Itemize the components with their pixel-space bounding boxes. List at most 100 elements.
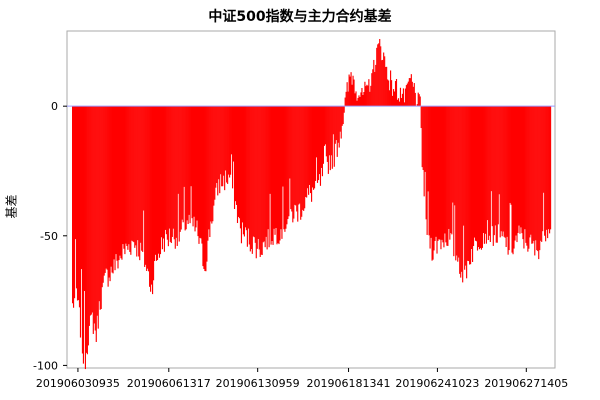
bar	[335, 106, 337, 141]
bar	[165, 106, 167, 235]
bar	[233, 106, 236, 209]
bar	[320, 106, 323, 168]
bar	[524, 106, 526, 230]
bar	[127, 106, 129, 250]
bar	[329, 106, 331, 171]
bar	[203, 106, 205, 269]
bar	[153, 106, 156, 262]
bar	[94, 106, 96, 331]
bar	[266, 106, 268, 250]
bar	[90, 106, 92, 315]
bar	[414, 92, 416, 107]
bar	[343, 106, 345, 113]
y-tick-label: -50	[40, 230, 58, 243]
bar	[245, 106, 247, 231]
bar	[102, 106, 104, 283]
bar	[471, 106, 474, 262]
bar	[307, 106, 309, 189]
bar	[168, 106, 170, 229]
x-tick-label: 201906130959	[216, 377, 300, 390]
bar	[195, 106, 197, 228]
bar	[148, 106, 150, 272]
bar	[287, 106, 289, 220]
bar	[475, 106, 478, 242]
bar	[429, 106, 431, 249]
chart-title: 中证500指数与主力合约基差	[208, 9, 392, 25]
bar	[180, 106, 182, 230]
bar	[402, 88, 404, 107]
bar	[492, 106, 494, 246]
bar	[155, 106, 158, 261]
bar	[179, 106, 181, 232]
bar	[87, 106, 89, 346]
bar	[261, 106, 263, 255]
bar	[510, 106, 512, 205]
bar	[311, 106, 313, 202]
bar	[167, 106, 169, 247]
x-tick-label: 201906030935	[36, 377, 120, 390]
bar	[218, 106, 220, 180]
bar	[344, 97, 346, 107]
bar	[453, 106, 455, 257]
bar	[221, 106, 223, 187]
bar	[118, 106, 120, 261]
bar	[457, 106, 459, 262]
bar	[299, 106, 301, 204]
bar	[121, 106, 123, 260]
bar	[281, 106, 283, 239]
bar	[140, 106, 142, 243]
bar	[75, 106, 78, 289]
bar	[228, 106, 230, 175]
bar	[219, 106, 221, 194]
bar	[223, 106, 225, 176]
bar	[337, 106, 339, 143]
bar	[548, 106, 550, 230]
bar	[348, 74, 350, 107]
bar	[301, 106, 303, 217]
bar	[356, 100, 358, 107]
bar	[502, 106, 504, 232]
bar	[372, 69, 374, 107]
bar	[238, 106, 241, 219]
bar	[338, 106, 340, 148]
bar	[543, 106, 545, 193]
bar	[113, 106, 115, 260]
bar	[92, 106, 94, 334]
plot-frame	[66, 30, 556, 369]
bar	[364, 81, 366, 107]
bar	[209, 106, 211, 238]
bar	[308, 106, 310, 195]
bar	[525, 106, 527, 243]
bar	[506, 106, 508, 237]
bar	[445, 106, 447, 243]
bar	[235, 106, 238, 205]
bar	[152, 106, 154, 295]
bar	[332, 106, 334, 135]
bar	[100, 106, 102, 309]
bar	[257, 106, 259, 240]
bar	[191, 106, 193, 219]
bar	[318, 106, 321, 175]
bar	[501, 106, 503, 237]
bar	[504, 106, 506, 238]
bar	[459, 106, 461, 274]
bar	[91, 106, 93, 313]
bar	[450, 106, 452, 234]
bar	[416, 104, 418, 107]
bar	[263, 106, 265, 242]
bar	[258, 106, 260, 250]
bar	[208, 106, 210, 230]
bar	[369, 91, 371, 107]
bar	[326, 106, 328, 162]
bar	[108, 106, 110, 278]
bar	[160, 106, 163, 238]
bar	[408, 78, 410, 107]
bar	[149, 106, 151, 287]
bar	[485, 106, 487, 244]
bar	[355, 91, 357, 107]
bar	[227, 106, 229, 184]
bar	[493, 106, 495, 236]
bar	[150, 106, 152, 292]
bar	[158, 106, 161, 258]
bar	[479, 106, 482, 249]
